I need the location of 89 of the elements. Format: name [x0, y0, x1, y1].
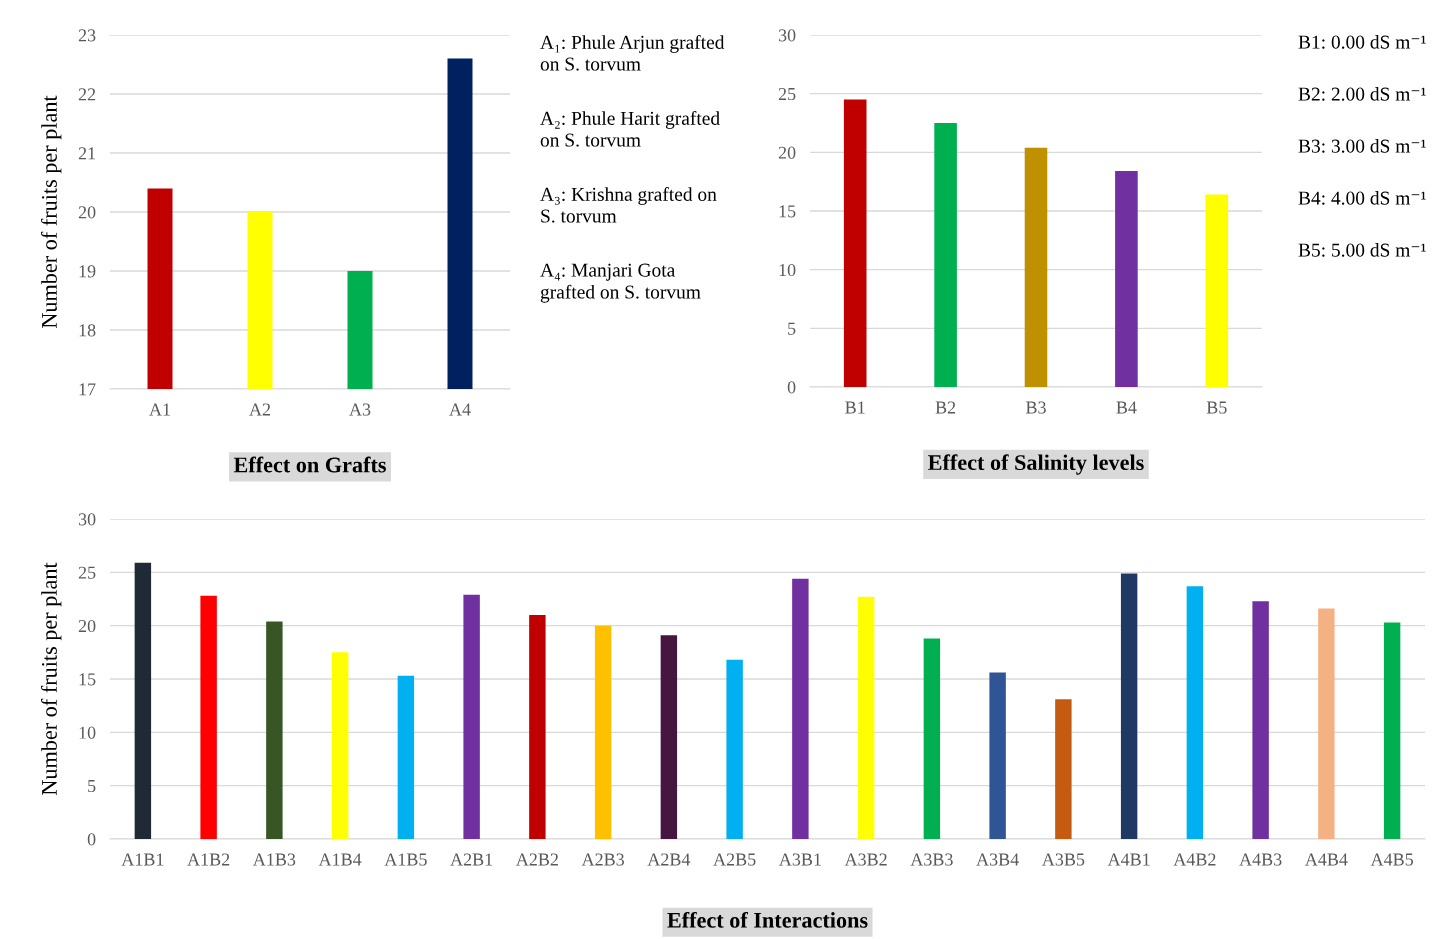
bar	[726, 659, 743, 839]
bar	[266, 621, 283, 839]
x-tick-label: B5	[1206, 401, 1227, 414]
x-tick-label: B1	[845, 401, 865, 414]
bar	[1024, 147, 1048, 387]
bar	[792, 578, 809, 839]
text: B5: 5.00 dS m⁻¹	[1298, 243, 1426, 257]
y-tick-label: 0	[87, 833, 96, 846]
x-tick-label: B4	[1116, 401, 1137, 414]
x-tick-label: A1	[149, 403, 170, 416]
y-tick-label: 10	[779, 263, 796, 277]
y-tick-label: 0	[787, 381, 796, 394]
text: Effect of Interactions	[667, 911, 868, 928]
text: Effect on Grafts	[233, 456, 386, 473]
y-tick-label: 19	[79, 265, 96, 278]
y-tick-label: 5	[88, 780, 96, 793]
x-tick-label: A4B1	[1107, 853, 1150, 866]
bar	[1115, 171, 1138, 387]
x-tick-label: A2B1	[450, 853, 493, 866]
x-tick-label: A4	[449, 403, 471, 416]
x-tick-label: A1B1	[121, 853, 164, 866]
bar	[857, 596, 875, 839]
bar	[1055, 699, 1072, 839]
text: A₂: Phule Harit grafted on S. torvum	[540, 111, 720, 147]
y-tick-label: 17	[79, 383, 96, 396]
y-tick-label: 21	[78, 147, 96, 160]
bar	[134, 562, 152, 839]
y-tick-label: 15	[79, 673, 96, 686]
x-tick-label: A2B5	[713, 853, 756, 866]
y-tick-label: 20	[78, 206, 96, 219]
x-tick-label: B2	[935, 401, 956, 414]
x-tick-label: A1B3	[252, 853, 296, 866]
x-tick-label: B3	[1025, 401, 1046, 414]
y-tick-label: 5	[788, 322, 796, 335]
y-tick-label: 30	[778, 29, 796, 42]
y-tick-label: 20	[78, 619, 96, 633]
bar	[989, 672, 1006, 839]
x-tick-label: A1B4	[318, 853, 362, 866]
x-tick-label: A3B5	[1041, 853, 1085, 866]
x-tick-label: A3B3	[910, 853, 953, 866]
bar	[331, 652, 349, 839]
x-tick-label: A2	[249, 403, 271, 416]
bar	[200, 595, 217, 839]
x-tick-label: A2B2	[515, 853, 558, 866]
x-tick-label: A4B4	[1304, 853, 1348, 866]
x-tick-label: A3B1	[778, 853, 821, 866]
text: B3: 3.00 dS m⁻¹	[1298, 139, 1426, 153]
text: Effect of Salinity levels	[928, 454, 1144, 475]
x-tick-label: A4B2	[1173, 853, 1216, 866]
text: A₃: Krishna grafted on S. torvum	[540, 187, 717, 223]
text: A₁: Phule Arjun grafted on S. torvum	[540, 35, 725, 71]
text: B1: 0.00 dS m⁻¹	[1298, 35, 1426, 49]
text: B2: 2.00 dS m⁻¹	[1298, 87, 1426, 101]
x-tick-label: A3B4	[976, 853, 1019, 866]
x-tick-label: A2B4	[647, 853, 691, 866]
y-tick-label: 18	[79, 324, 96, 337]
text: A₄: Manjari Gota grafted on S. torvum	[540, 263, 701, 303]
y-tick-label: 22	[78, 88, 96, 101]
bar	[1186, 586, 1204, 839]
bar	[463, 594, 480, 839]
x-tick-label: A3B2	[844, 853, 887, 866]
y-tick-label: 15	[779, 205, 796, 218]
y-axis-title: Number of fruits per plant	[41, 95, 62, 328]
bar	[594, 625, 612, 839]
bar	[529, 615, 546, 839]
x-tick-label: A2B3	[581, 853, 624, 866]
x-tick-label: A1B5	[384, 853, 427, 866]
y-axis-title: Number of fruits per plant	[41, 562, 62, 795]
y-tick-label: 23	[78, 29, 96, 42]
text: B4: 4.00 dS m⁻¹	[1298, 191, 1426, 205]
x-tick-label: A4B3	[1239, 853, 1282, 866]
bar	[923, 638, 941, 839]
bar	[1383, 622, 1401, 839]
bar	[843, 99, 867, 387]
bar	[1120, 573, 1138, 839]
bar	[1252, 601, 1269, 839]
y-tick-label: 20	[778, 146, 796, 159]
y-tick-label: 10	[79, 726, 96, 739]
x-tick-label: A4B5	[1370, 853, 1413, 866]
bar	[1205, 194, 1229, 387]
bar	[1318, 608, 1335, 839]
x-tick-label: A1B2	[187, 853, 230, 866]
y-tick-label: 25	[78, 566, 96, 579]
bar	[934, 123, 957, 387]
y-tick-label: 25	[778, 87, 796, 101]
x-tick-label: A3	[349, 403, 371, 416]
bar	[397, 675, 415, 839]
y-tick-label: 30	[78, 513, 96, 526]
bar	[660, 635, 678, 839]
